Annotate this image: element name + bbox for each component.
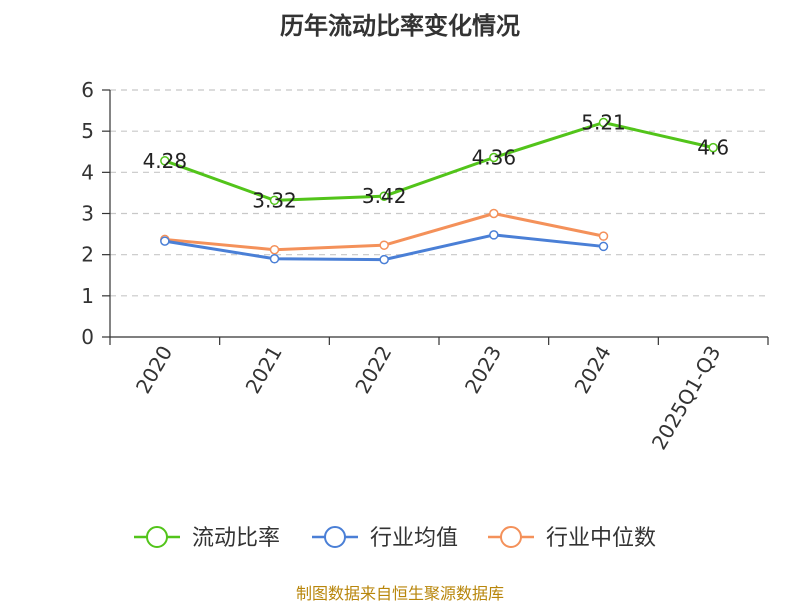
point-行业均值-2020 (160, 236, 170, 246)
point-行业中位数-2022 (379, 240, 389, 250)
y-tick-label-2: 2 (81, 243, 94, 267)
point-流动比率-2023 (489, 152, 499, 163)
data-label-2021: 3.32 (252, 188, 297, 212)
x-tick-label-2021: 2021 (241, 342, 287, 398)
point-行业均值-2022 (379, 254, 389, 265)
legend-label-行业均值: 行业均值 (370, 526, 458, 551)
point-流动比率-2024 (598, 117, 609, 128)
legend: 流动比率 行业均值 行业中位数 (134, 526, 656, 551)
data-label-2024: 5.21 (581, 111, 626, 135)
x-tick-label-2020: 2020 (131, 342, 177, 398)
axes: 0 1 2 3 4 5 6 2020 2021 2022 2023 2024 2025Q1-Q3 (81, 78, 769, 454)
chart-title: 历年流动比率变化情况 (280, 12, 520, 40)
data-source-note: 制图数据来自恒生聚源数据库 (295, 584, 504, 603)
data-label-2025Q1-Q3: 4.6 (697, 136, 729, 160)
legend-item-行业均值[interactable]: 行业均值 (312, 526, 458, 551)
legend-marker-流动比率 (146, 526, 168, 548)
y-tick-label-3: 3 (81, 202, 94, 226)
x-tick-label-2024: 2024 (570, 342, 616, 398)
legend-marker-行业中位数 (500, 526, 522, 548)
legend-item-流动比率[interactable]: 流动比率 (134, 526, 280, 551)
y-tick-label-6: 6 (81, 78, 94, 102)
data-label-2023: 4.36 (472, 146, 517, 170)
grid-lines (110, 89, 768, 297)
point-行业均值-2024 (598, 241, 609, 252)
legend-label-流动比率: 流动比率 (192, 526, 280, 551)
point-流动比率-2022 (379, 191, 389, 201)
x-tick-label-2023: 2023 (460, 342, 506, 398)
x-tick-label-2025Q1-Q3: 2025Q1-Q3 (647, 342, 726, 454)
y-tick-label-1: 1 (81, 284, 94, 308)
data-label-2022: 3.42 (362, 184, 407, 208)
data-label-2020: 4.28 (143, 149, 188, 173)
legend-label-行业中位数: 行业中位数 (546, 526, 656, 551)
legend-item-行业中位数[interactable]: 行业中位数 (488, 526, 656, 551)
x-tick-label-2022: 2022 (350, 342, 396, 398)
y-tick-label-4: 4 (81, 160, 94, 184)
point-行业中位数-2023 (489, 208, 499, 219)
point-流动比率-2025Q1-Q3 (708, 142, 718, 153)
point-流动比率-2020 (160, 156, 170, 166)
series-lines (160, 117, 718, 265)
point-行业均值-2021 (269, 254, 280, 264)
point-行业中位数-2024 (598, 231, 609, 241)
point-流动比率-2021 (269, 195, 280, 206)
series-行业中位数 (160, 208, 609, 255)
point-行业均值-2023 (489, 230, 499, 240)
series-行业均值 (160, 230, 609, 265)
point-行业中位数-2021 (269, 244, 280, 255)
y-tick-label-0: 0 (81, 325, 94, 349)
legend-marker-行业均值 (324, 526, 346, 548)
line-流动比率 (164, 121, 714, 202)
data-labels: 4.28 3.32 3.42 4.36 5.21 4.6 (143, 111, 730, 213)
series-流动比率 (160, 117, 718, 206)
y-tick-label-5: 5 (81, 119, 94, 143)
